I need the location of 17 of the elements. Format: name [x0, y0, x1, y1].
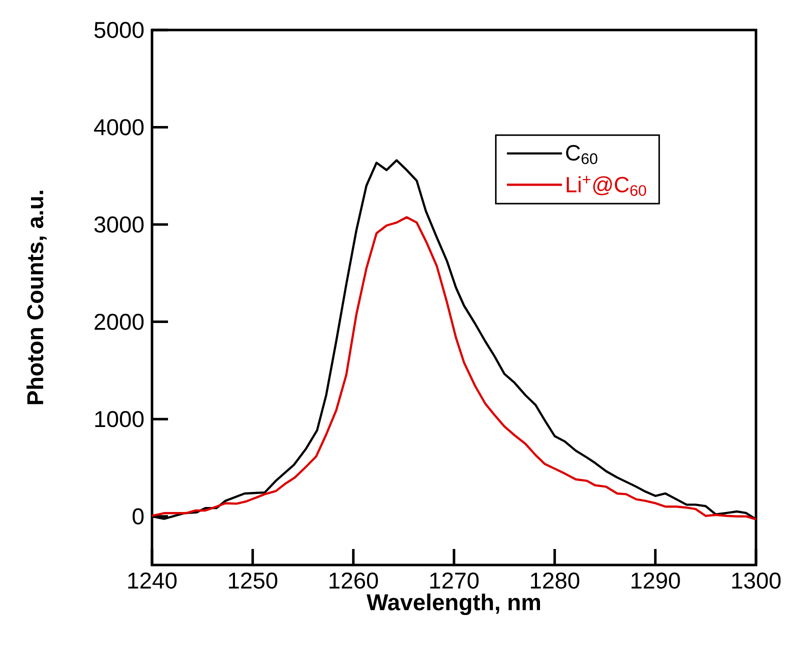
y-axis-title: Photon Counts, a.u. — [26, 190, 47, 404]
y-tick-label: 4000 — [94, 119, 144, 136]
x-tick-label: 1270 — [430, 572, 479, 589]
x-tick-label: 1290 — [632, 572, 680, 589]
y-tick-label: 2000 — [94, 314, 144, 330]
y-tick-label: 5000 — [94, 22, 144, 38]
x-tick-label: 1250 — [228, 572, 278, 589]
x-tick-label: 1240 — [128, 572, 177, 589]
x-axis-title: Wavelength, nm — [366, 594, 540, 616]
x-tick-label: 1260 — [330, 572, 378, 589]
x-tick-label: 1300 — [732, 572, 781, 589]
legend-label: Li$^{+}$@C$_{60}$ — [566, 176, 646, 196]
y-tick-label: 0 — [132, 508, 144, 524]
x-tick-label: 1280 — [530, 572, 580, 589]
y-tick-label: 3000 — [94, 216, 144, 233]
legend-label: C$_{60}$ — [566, 145, 598, 164]
y-tick-label: 1000 — [95, 410, 144, 428]
